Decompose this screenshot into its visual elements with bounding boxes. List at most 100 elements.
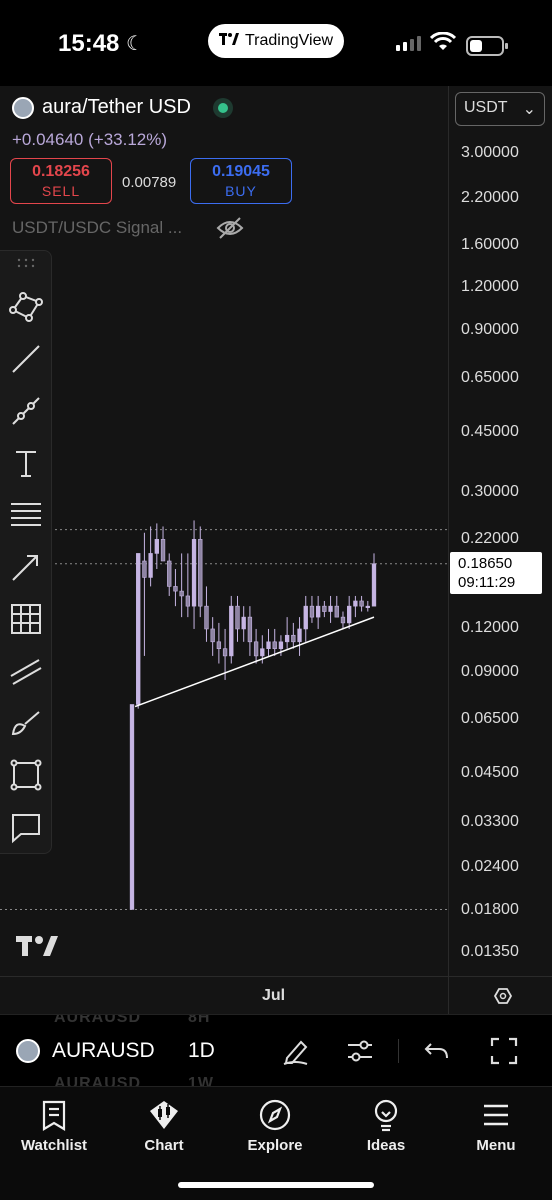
ray-line-icon[interactable] bbox=[6, 391, 46, 431]
candle-body bbox=[154, 539, 159, 554]
candle-body bbox=[359, 600, 364, 607]
sell-price: 0.18256 bbox=[32, 163, 90, 180]
ghost-interval-above: 8H bbox=[188, 1014, 211, 1026]
symbol-bar: AURAUSD 8H AURAUSD 1W AURAUSD 1D bbox=[0, 1014, 552, 1086]
currency-select[interactable]: USDT ⌄ bbox=[455, 92, 545, 126]
symbol-title[interactable]: aura/Tether USD bbox=[42, 96, 191, 118]
candle-body bbox=[173, 586, 178, 592]
candle-body bbox=[272, 641, 277, 649]
price-axis[interactable]: USDT ⌄ 3.00000 2.20000 1.60000 1.20000 0.900… bbox=[448, 86, 552, 976]
candle-body bbox=[266, 641, 271, 649]
symbol-header[interactable]: aura/Tether USD bbox=[12, 96, 233, 119]
currency-select-value: USDT bbox=[464, 99, 508, 116]
time-axis[interactable]: Jul bbox=[0, 976, 552, 1015]
drawing-pen-icon[interactable] bbox=[278, 1033, 314, 1069]
tab-menu-label: Menu bbox=[476, 1137, 516, 1154]
spread-value: 0.00789 bbox=[122, 174, 177, 191]
candle-body bbox=[278, 641, 284, 649]
tab-ideas-label: Ideas bbox=[366, 1137, 406, 1154]
menu-icon bbox=[446, 1097, 546, 1133]
price-axis-label: 0.02400 bbox=[461, 858, 519, 875]
hexagon-settings-icon bbox=[493, 988, 513, 1004]
rectangle-tool-icon[interactable] bbox=[6, 755, 46, 795]
candle-body bbox=[297, 628, 302, 643]
candle-body bbox=[142, 560, 147, 578]
candle-body bbox=[216, 641, 222, 649]
tab-watchlist[interactable]: Watchlist bbox=[4, 1097, 104, 1154]
pattern-tool-icon[interactable] bbox=[6, 287, 46, 327]
price-axis-label: 0.65000 bbox=[461, 369, 519, 386]
moon-icon: ☾ bbox=[126, 33, 144, 55]
candle-body bbox=[148, 553, 153, 578]
text-tool-icon[interactable] bbox=[6, 443, 46, 483]
chevron-down-icon: ⌄ bbox=[522, 101, 536, 118]
candle-body bbox=[303, 605, 308, 630]
candle-body bbox=[229, 605, 234, 657]
tab-menu[interactable]: Menu bbox=[446, 1097, 546, 1154]
trend-line-icon[interactable] bbox=[6, 339, 46, 379]
tab-bar: Watchlist Chart Explore Ideas Menu bbox=[0, 1086, 552, 1200]
price-axis-label: 0.30000 bbox=[461, 483, 519, 500]
candle-body bbox=[235, 605, 240, 630]
current-price-tag: 0.18650 09:11:29 bbox=[450, 552, 542, 594]
candle-body bbox=[204, 605, 209, 630]
chart-area[interactable]: aura/Tether USD +0.04640 (+33.12%) 0.182… bbox=[0, 86, 552, 1015]
time-axis-label: Jul bbox=[262, 987, 286, 1004]
candle-body bbox=[315, 605, 321, 618]
candle-body bbox=[371, 563, 377, 607]
comment-tool-icon[interactable] bbox=[6, 807, 46, 847]
undo-icon[interactable] bbox=[418, 1033, 454, 1069]
status-time: 15:48 bbox=[58, 30, 120, 57]
candle-body bbox=[260, 648, 265, 657]
candle-body bbox=[353, 600, 358, 607]
tradingview-pill-label: TradingView bbox=[244, 32, 334, 49]
tab-ideas[interactable]: Ideas bbox=[336, 1097, 436, 1154]
buy-button[interactable]: 0.19045 BUY bbox=[190, 158, 292, 204]
tab-chart[interactable]: Chart bbox=[114, 1097, 214, 1154]
candle-body bbox=[309, 605, 315, 618]
watchlist-icon bbox=[4, 1097, 104, 1133]
candle-body bbox=[136, 553, 141, 705]
ghost-interval-below: 1W bbox=[188, 1075, 214, 1086]
price-axis-label: 2.20000 bbox=[461, 189, 519, 206]
tab-explore[interactable]: Explore bbox=[225, 1097, 325, 1154]
parallel-channel-icon[interactable] bbox=[6, 651, 46, 691]
arrow-tool-icon[interactable] bbox=[6, 547, 46, 587]
chart-settings-button[interactable] bbox=[448, 977, 552, 1015]
trendline-drawing bbox=[134, 616, 375, 708]
eye-hidden-icon[interactable] bbox=[216, 216, 244, 245]
indicators-icon[interactable] bbox=[342, 1033, 378, 1069]
candle-body bbox=[253, 641, 259, 657]
candle-body bbox=[322, 605, 327, 612]
drag-handle-icon[interactable] bbox=[6, 253, 46, 273]
candle-body bbox=[185, 595, 191, 607]
price-axis-label: 0.22000 bbox=[461, 530, 519, 547]
price-axis-label: 0.06500 bbox=[461, 710, 519, 727]
tab-watchlist-label: Watchlist bbox=[20, 1137, 88, 1154]
wifi-icon bbox=[429, 31, 457, 57]
fullscreen-icon[interactable] bbox=[486, 1033, 522, 1069]
buy-label: BUY bbox=[225, 183, 257, 199]
price-axis-label: 0.12000 bbox=[461, 619, 519, 636]
chart-icon bbox=[114, 1097, 214, 1133]
candle-body bbox=[365, 605, 370, 608]
current-price: 0.18650 bbox=[458, 555, 513, 572]
grid-tool-icon[interactable] bbox=[6, 599, 46, 639]
indicator-label[interactable]: USDT/USDC Signal ... bbox=[12, 218, 183, 237]
symbol-logo-icon bbox=[16, 1039, 40, 1063]
tradingview-pill[interactable]: TradingView bbox=[208, 24, 344, 58]
interval-button[interactable]: 1D bbox=[188, 1039, 215, 1062]
symbol-search-button[interactable]: AURAUSD bbox=[52, 1039, 155, 1062]
brush-tool-icon[interactable] bbox=[6, 703, 46, 743]
candle-body bbox=[328, 605, 333, 612]
sell-button[interactable]: 0.18256 SELL bbox=[10, 158, 112, 204]
candle-body bbox=[179, 590, 184, 597]
fib-retracement-icon[interactable] bbox=[6, 495, 46, 535]
price-chart[interactable] bbox=[0, 86, 448, 976]
sell-label: SELL bbox=[41, 183, 81, 199]
price-axis-label: 0.01350 bbox=[461, 943, 519, 960]
drawing-toolbar bbox=[0, 250, 52, 854]
price-change: +0.04640 (+33.12%) bbox=[12, 130, 168, 149]
candle-body bbox=[247, 616, 253, 643]
symbol-logo-icon bbox=[12, 96, 34, 119]
